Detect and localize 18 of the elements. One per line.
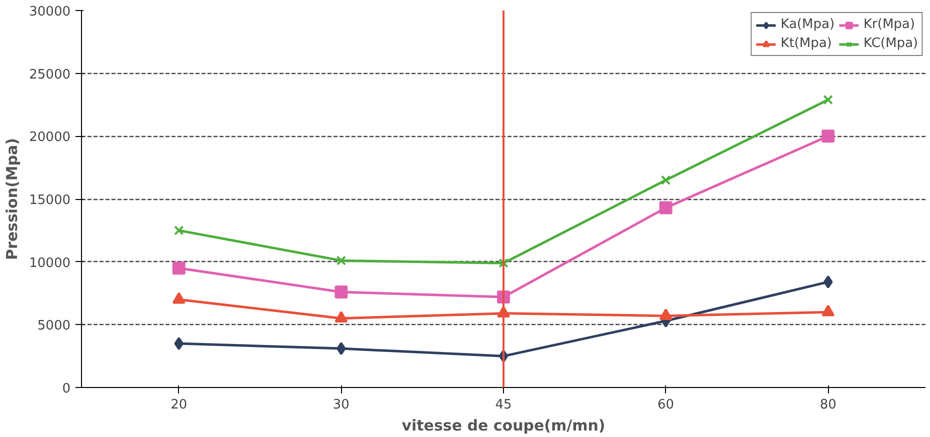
x-tick-label: 80 [820, 398, 836, 412]
y-tick-label: 20000 [29, 130, 71, 146]
y-tick-label: 5000 [37, 318, 71, 334]
y-tick-label: 30000 [29, 4, 71, 20]
x-tick-label: 30 [332, 398, 350, 412]
legend-label: KC(Mpa) [864, 36, 918, 51]
y-tick-label: 15000 [29, 193, 71, 208]
y-tick-label: 10000 [29, 256, 71, 271]
x-tick-label: 60 [658, 398, 674, 412]
y-axis-title: Pression(Mpa) [3, 138, 22, 260]
legend-label: Kr(Mpa) [864, 17, 915, 32]
x-axis-title: vitesse de coupe(m/mn) [402, 416, 606, 434]
y-tick-label: 0 [62, 382, 71, 396]
x-tick-label: 20 [170, 398, 188, 412]
y-tick-label: 25000 [29, 67, 71, 82]
legend-label: Ka(Mpa) [780, 17, 835, 32]
legend-label: Kt(Mpa) [780, 36, 832, 51]
x-tick-label: 45 [495, 398, 512, 412]
